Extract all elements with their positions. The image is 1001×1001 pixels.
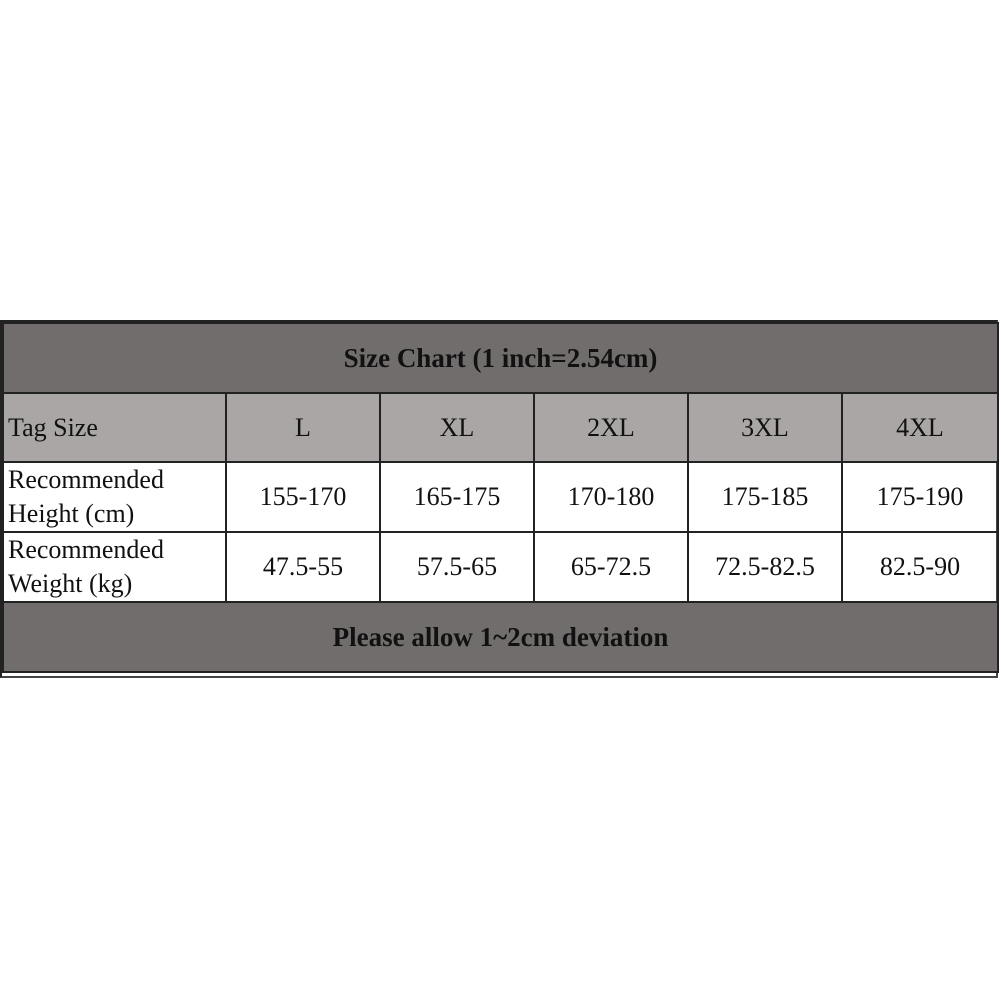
table-cell: 57.5-65 (379, 531, 535, 603)
table-cell: 155-170 (225, 461, 381, 533)
row-label-line: Recommended (8, 465, 164, 494)
size-header: 4XL (841, 392, 999, 463)
header-label: Tag Size (2, 392, 227, 463)
size-chart-table: Size Chart (1 inch=2.54cm) Tag Size L XL… (2, 322, 999, 673)
table-cell: 175-190 (841, 461, 999, 533)
row-label: Recommended Weight (kg) (2, 531, 227, 603)
table-footer: Please allow 1~2cm deviation (2, 601, 999, 673)
row-label: Recommended Height (cm) (2, 461, 227, 533)
table-row: Recommended Height (cm) 155-170 165-175 1… (2, 461, 999, 533)
size-header: XL (379, 392, 535, 463)
header-row: Tag Size L XL 2XL 3XL 4XL (2, 392, 999, 463)
table-cell: 47.5-55 (225, 531, 381, 603)
size-header: L (225, 392, 381, 463)
row-label-line: Weight (kg) (8, 569, 133, 598)
table-cell: 65-72.5 (533, 531, 689, 603)
size-header: 2XL (533, 392, 689, 463)
table-cell: 175-185 (687, 461, 843, 533)
table-cell: 170-180 (533, 461, 689, 533)
row-label-line: Recommended (8, 535, 164, 564)
size-header: 3XL (687, 392, 843, 463)
row-label-line: Height (cm) (8, 499, 135, 528)
table-row: Recommended Weight (kg) 47.5-55 57.5-65 6… (2, 531, 999, 603)
table-cell: 72.5-82.5 (687, 531, 843, 603)
table-title: Size Chart (1 inch=2.54cm) (2, 322, 999, 394)
table-cell: 82.5-90 (841, 531, 999, 603)
table-cell: 165-175 (379, 461, 535, 533)
